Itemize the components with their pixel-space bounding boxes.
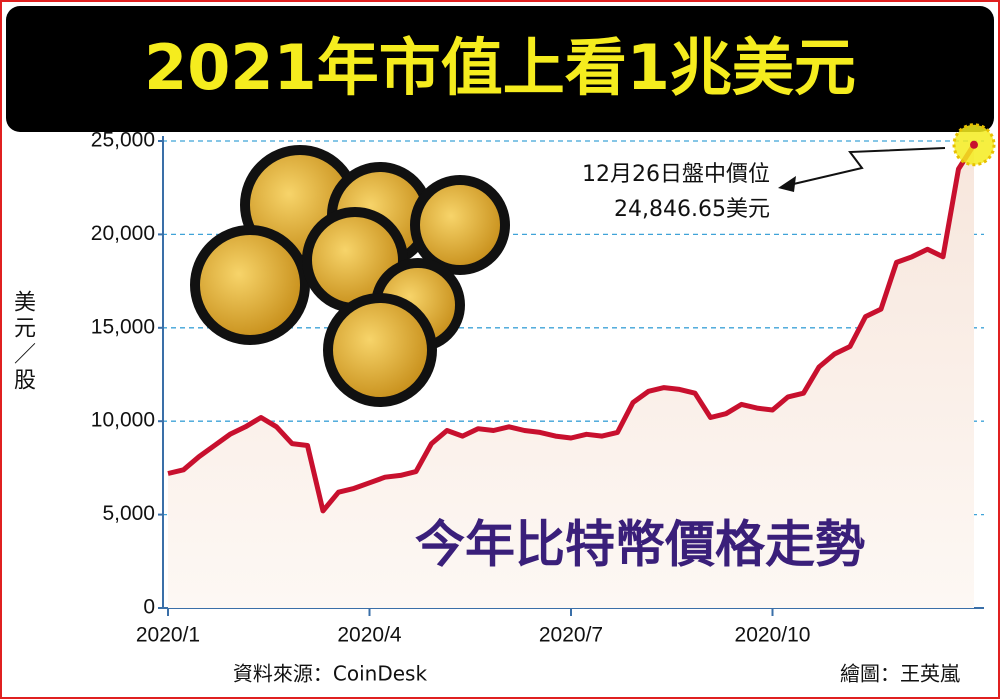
annotation-arrow [784,147,946,187]
y-tick-label: 10,000 [91,409,155,432]
subtitle: 今年比特幣價格走勢 [415,516,865,574]
end-point [970,140,978,149]
coins [190,145,510,407]
arrow-head [778,176,796,192]
x-tick-label: 2020/7 [539,624,603,647]
line [167,143,977,514]
y-tick-label: 5,000 [102,502,155,525]
x-tick-label: 2020/4 [337,624,402,647]
y-tick-label: 25,000 [91,129,155,152]
annotation-line: 12月26日盤中價位 [582,162,770,187]
area [168,144,974,608]
chart-title: 2021年市值上看1兆美元 [144,31,856,104]
y-tick-label: 15,000 [91,315,155,338]
credit: 繪圖：王英嵐 [840,662,960,686]
plot: 0 5,000 10,000 15,000 20,000 25,000 2020/1 2020… [91,123,996,647]
x-tick-label: 2020/10 [735,624,811,647]
y-axis-label: 美元／股 [10,290,36,394]
x-tick-label: 2020/1 [136,624,200,647]
y-tick-label: 20,000 [91,222,155,245]
source: 資料來源：CoinDesk [233,662,428,686]
annotation-line: 24,846.65美元 [614,197,770,222]
title-box [6,6,994,132]
y-tick-label: 0 [143,596,155,619]
